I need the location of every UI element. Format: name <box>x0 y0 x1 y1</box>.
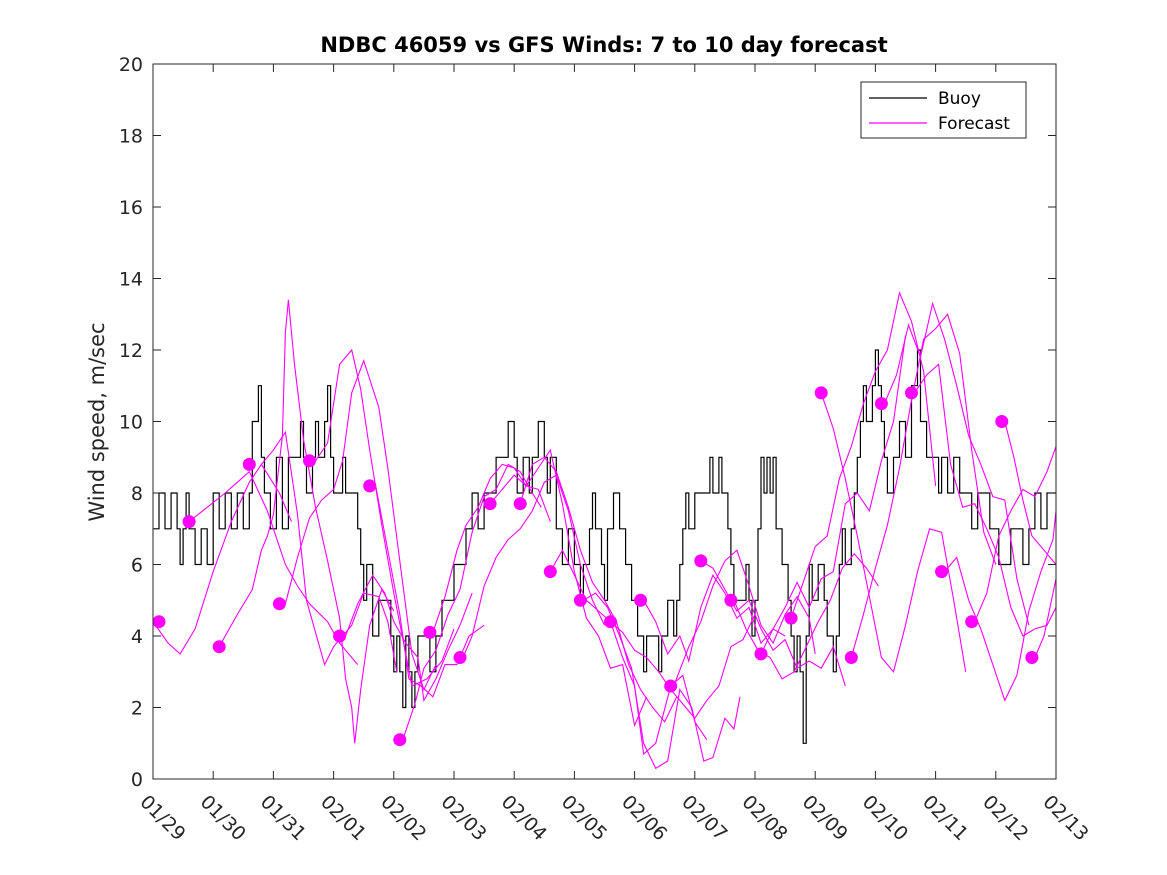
forecast-marker <box>453 651 467 664</box>
y-tick-label: 20 <box>119 54 143 76</box>
forecast-marker <box>393 733 407 747</box>
forecast-run-line <box>188 470 359 665</box>
y-tick-label: 12 <box>119 340 143 362</box>
forecast-run-line <box>345 574 473 703</box>
forecast-marker <box>634 593 648 607</box>
legend-box <box>860 81 1027 139</box>
plot-area <box>153 290 1056 770</box>
forecast-run-line <box>1004 421 1056 565</box>
forecast-run-line <box>610 614 756 720</box>
forecast-run-line <box>402 463 542 740</box>
y-tick-label: 4 <box>131 626 143 648</box>
y-tick-label: 8 <box>131 483 143 505</box>
forecast-marker <box>754 647 768 661</box>
forecast-marker <box>995 415 1009 428</box>
forecast-run-line <box>760 335 907 655</box>
y-tick-label: 18 <box>119 126 143 148</box>
forecast-marker <box>874 397 888 411</box>
y-tick-label: 6 <box>131 555 143 577</box>
forecast-marker <box>784 611 798 625</box>
forecast-marker <box>423 625 437 639</box>
forecast-run-line <box>260 430 398 672</box>
forecast-marker <box>724 593 738 607</box>
forecast-run-line <box>315 348 455 687</box>
forecast-run-line <box>432 463 551 633</box>
forecast-run-line <box>673 549 816 687</box>
forecast-run-line <box>850 313 997 658</box>
forecast-marker <box>935 565 949 579</box>
forecast-run-line <box>700 560 846 687</box>
forecast-marker <box>333 629 347 643</box>
forecast-run-line <box>218 299 395 744</box>
forecast-marker <box>153 615 166 629</box>
forecast-run-line <box>153 463 293 655</box>
forecast-run-line <box>519 456 678 723</box>
forecast-run-line <box>790 290 937 619</box>
forecast-run-line <box>974 446 1056 622</box>
y-tick-label: 10 <box>119 412 143 434</box>
forecast-marker <box>483 497 497 511</box>
forecast-marker <box>573 593 587 607</box>
forecast-run-line <box>643 574 786 663</box>
forecast-marker <box>363 479 377 493</box>
y-tick-label: 14 <box>119 269 143 291</box>
forecast-run-line <box>883 301 1030 626</box>
forecast-run-line <box>1034 578 1056 658</box>
forecast-marker <box>664 679 678 693</box>
forecast-marker <box>272 597 286 611</box>
forecast-marker <box>212 640 226 654</box>
legend-label-buoy: Buoy <box>938 89 981 109</box>
forecast-run-line <box>489 448 648 728</box>
forecast-run-line <box>462 474 605 658</box>
forecast-marker <box>513 497 527 511</box>
legend-label-forecast: Forecast <box>938 114 1010 134</box>
forecast-marker <box>543 565 557 579</box>
forecast-marker <box>814 386 828 400</box>
forecast-marker <box>604 615 617 629</box>
forecast-run-line <box>820 392 967 673</box>
forecast-marker <box>182 515 196 529</box>
forecast-run-line <box>914 363 1056 637</box>
forecast-marker <box>1025 651 1039 664</box>
legend: Buoy Forecast <box>860 81 1027 139</box>
forecast-marker <box>905 386 918 400</box>
forecast-marker <box>965 615 979 629</box>
forecast-marker <box>844 651 858 664</box>
forecast-run-line <box>549 549 708 756</box>
chart-title: NDBC 46059 vs GFS Winds: 7 to 10 day for… <box>320 33 887 57</box>
forecast-run-line <box>944 510 1056 702</box>
forecast-run-line <box>375 485 485 698</box>
forecast-marker <box>303 454 316 468</box>
y-tick-label: 2 <box>131 698 143 720</box>
y-tick-label: 0 <box>131 769 143 791</box>
forecast-marker <box>694 554 708 568</box>
y-axis-label: Wind speed, m/sec <box>85 322 109 521</box>
y-tick-label: 16 <box>119 197 143 219</box>
forecast-marker <box>242 457 256 471</box>
